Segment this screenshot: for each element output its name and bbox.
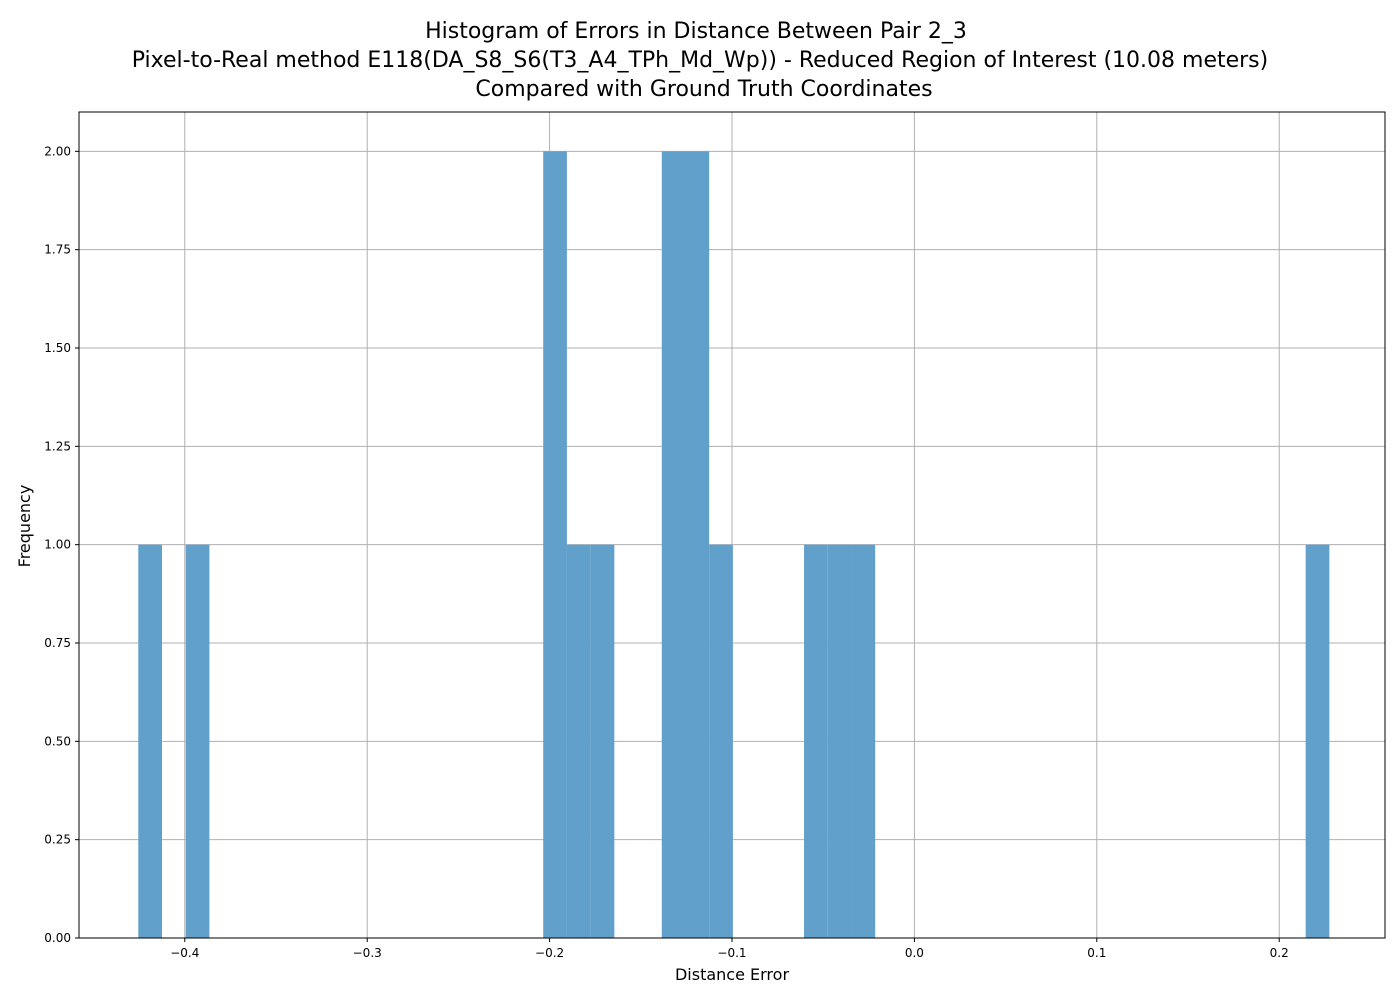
chart-title-line-1: Histogram of Errors in Distance Between …	[425, 19, 967, 44]
chart-title-line-2: Pixel-to-Real method E118(DA_S8_S6(T3_A4…	[132, 48, 1268, 73]
y-tick-label: 1.25	[44, 439, 71, 453]
histogram-bar	[566, 544, 591, 938]
y-tick-label: 0.50	[44, 734, 71, 748]
histogram-bar	[138, 544, 162, 938]
chart-title-line-3: Compared with Ground Truth Coordinates	[475, 77, 932, 102]
y-tick-label: 2.00	[44, 144, 71, 158]
x-tick-label: −0.3	[353, 946, 382, 960]
histogram-bar	[1305, 544, 1330, 938]
histogram-bar	[851, 544, 876, 938]
y-axis-ticks: 0.00 0.25 0.50 0.75 1.00 1.25 1.50 1.75 2.00	[44, 144, 79, 945]
histogram-bar	[185, 544, 210, 938]
y-tick-label: 0.00	[44, 931, 71, 945]
y-tick-label: 1.00	[44, 538, 71, 552]
histogram-bar	[827, 544, 852, 938]
x-axis-label: Distance Error	[675, 965, 789, 984]
y-tick-label: 1.75	[44, 243, 71, 257]
histogram-bar	[804, 544, 828, 938]
histogram-bar	[661, 151, 686, 939]
histogram-bar	[543, 151, 567, 939]
y-tick-label: 1.50	[44, 341, 71, 355]
x-axis-ticks: −0.4 −0.3 −0.2 −0.1 0.0 0.1 0.2	[170, 938, 1289, 960]
histogram-bar	[590, 544, 615, 938]
y-tick-label: 0.75	[44, 636, 71, 650]
histogram-bar	[685, 151, 710, 939]
x-tick-label: −0.4	[170, 946, 199, 960]
x-tick-label: 0.1	[1087, 946, 1106, 960]
y-tick-label: 0.25	[44, 833, 71, 847]
x-tick-label: 0.0	[905, 946, 924, 960]
y-axis-label: Frequency	[15, 485, 34, 568]
x-tick-label: 0.2	[1270, 946, 1289, 960]
x-tick-label: −0.2	[535, 946, 564, 960]
histogram-bar	[709, 544, 733, 938]
x-tick-label: −0.1	[717, 946, 746, 960]
histogram-bars	[138, 151, 1330, 939]
